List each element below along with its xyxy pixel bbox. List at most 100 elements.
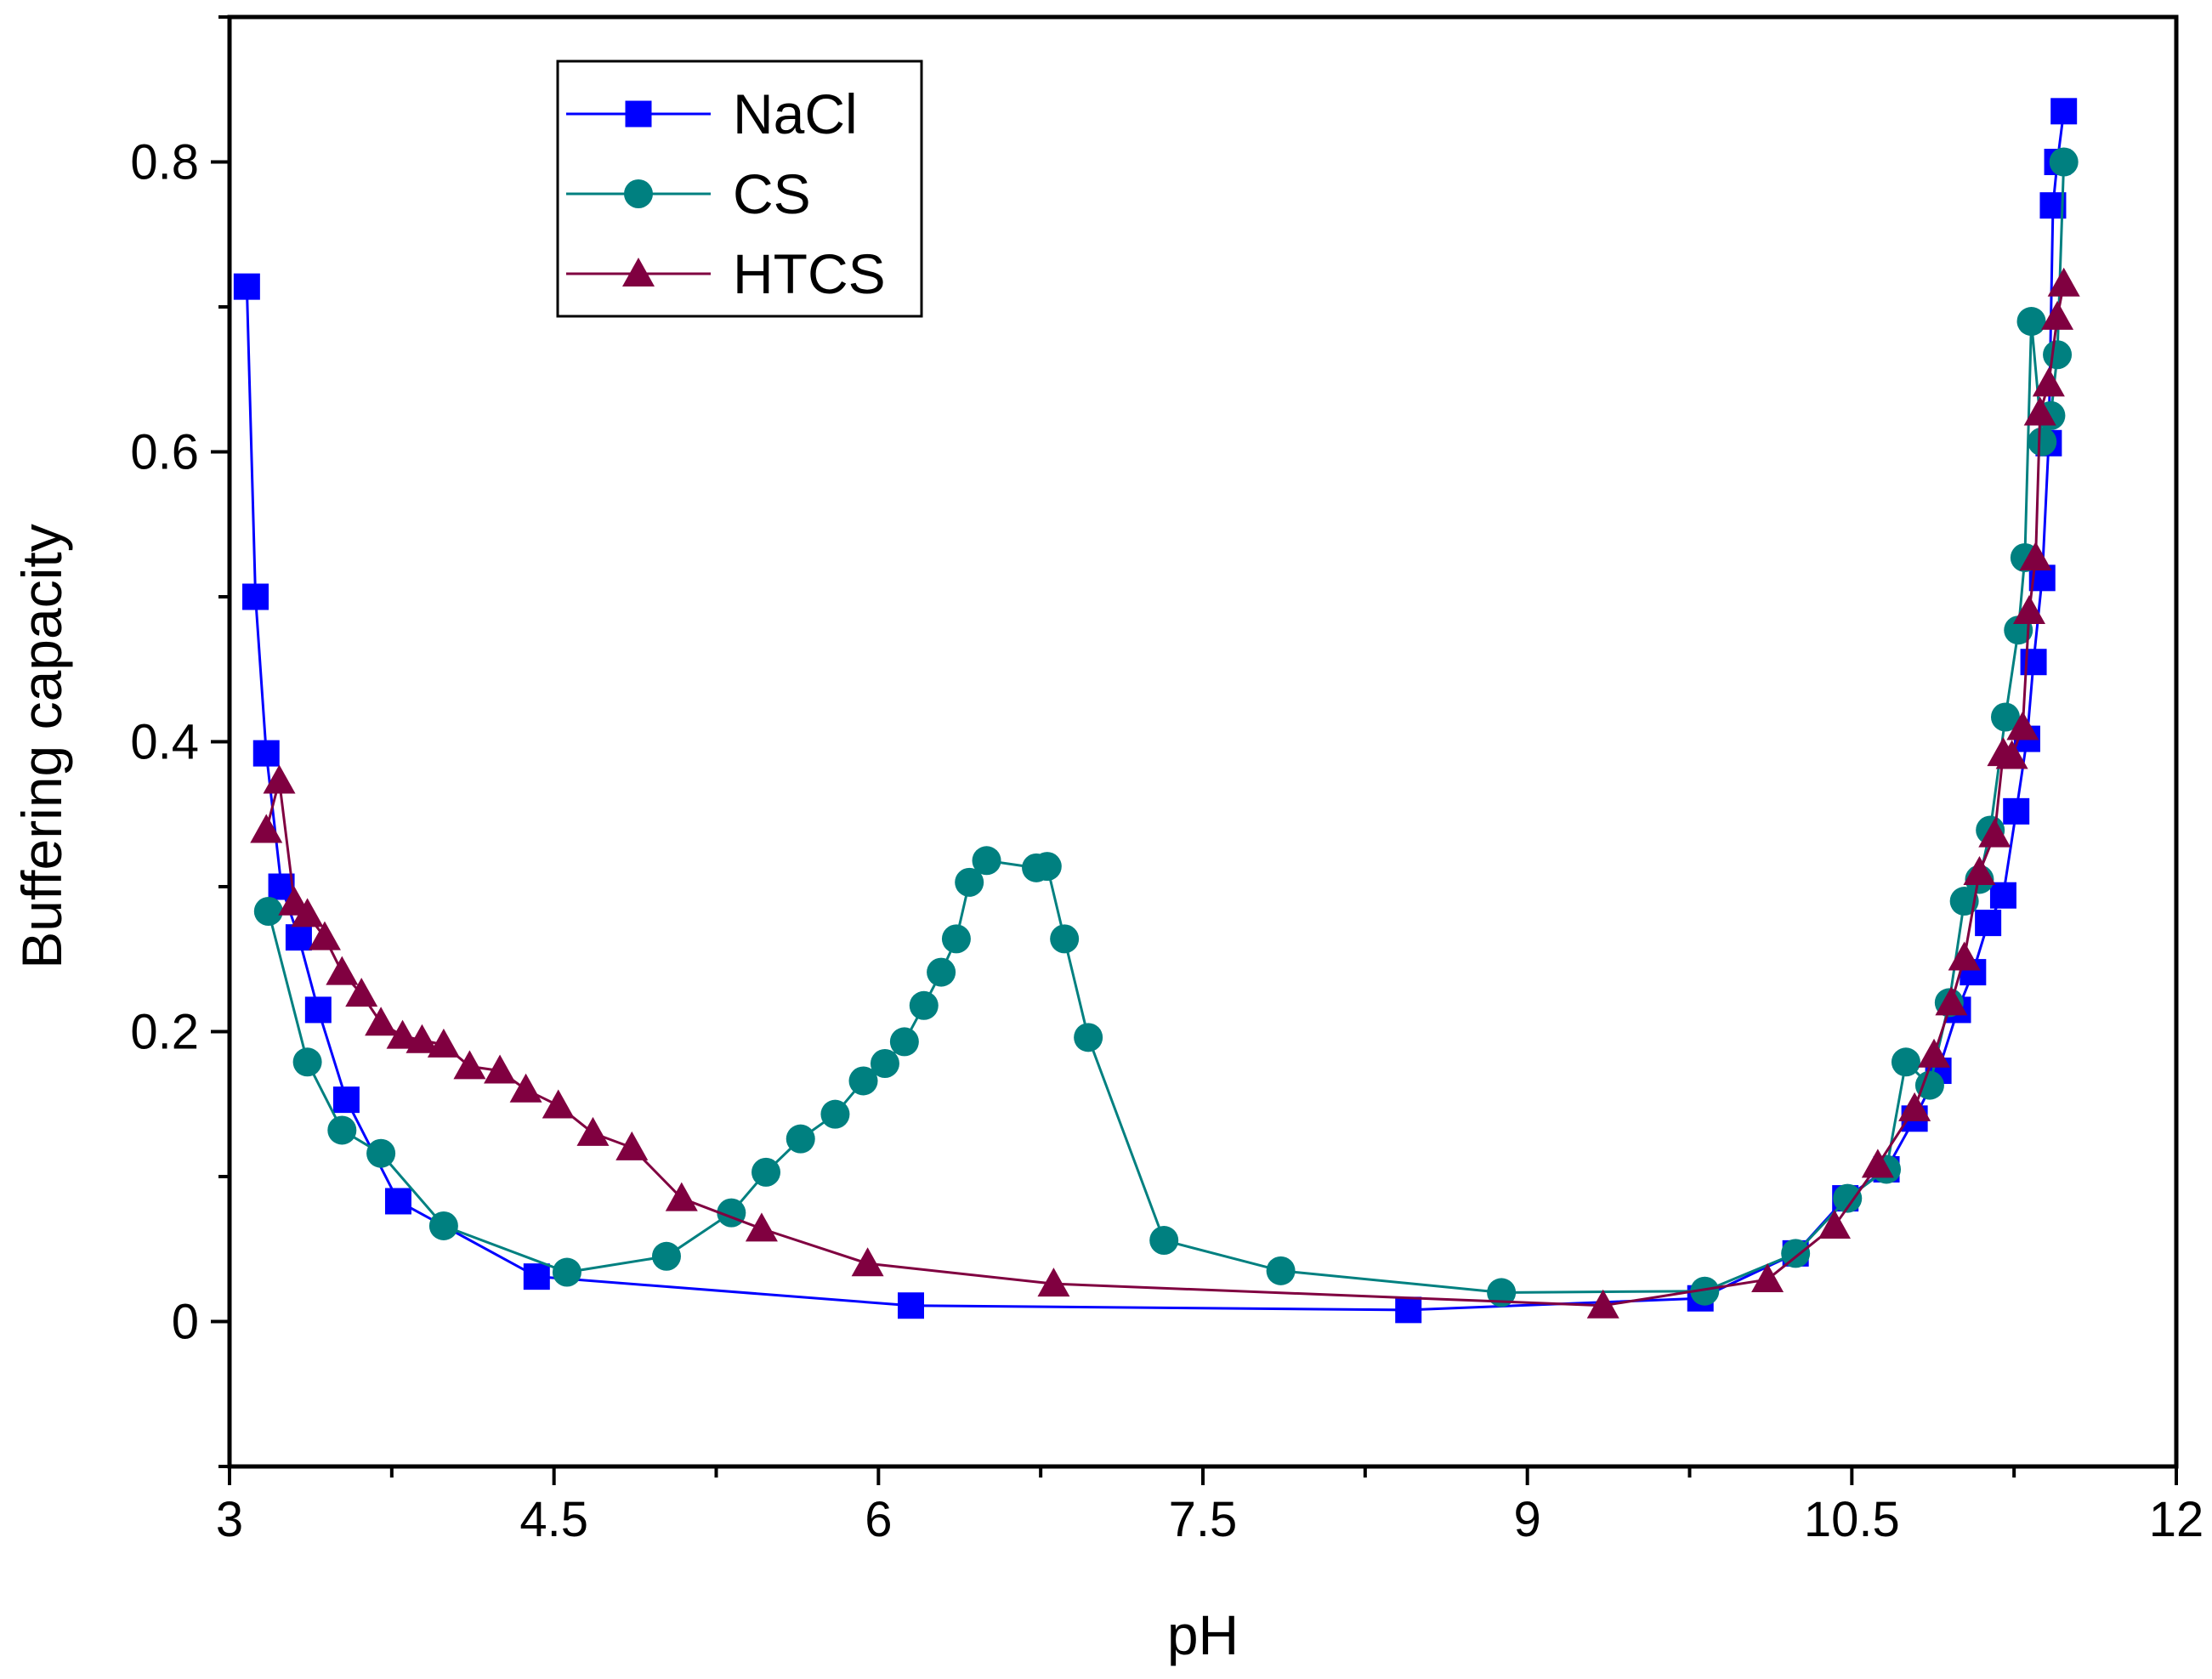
data-point-htcs [2023, 396, 2056, 426]
data-point-htcs [1918, 1038, 1951, 1068]
data-point-cs [292, 1047, 322, 1077]
data-point-nacl [898, 1292, 924, 1319]
data-point-nacl [384, 1188, 411, 1215]
data-point-cs [253, 896, 283, 926]
data-point-htcs [250, 814, 283, 843]
data-point-cs [651, 1241, 681, 1271]
data-point-htcs [1818, 1209, 1851, 1239]
series-layer [233, 98, 2080, 1324]
series-cs [253, 147, 2079, 1307]
data-point-htcs [1861, 1149, 1894, 1178]
data-point-cs [1990, 702, 2020, 732]
data-point-htcs [427, 1028, 460, 1058]
data-point-cs [2049, 147, 2079, 177]
data-point-htcs [484, 1054, 517, 1084]
data-point-htcs [1898, 1092, 1931, 1121]
data-point-htcs [542, 1089, 575, 1119]
legend: NaCl CS HTCS [556, 60, 923, 318]
data-point-nacl [242, 583, 269, 610]
y-tick-label: 0.6 [130, 425, 199, 480]
data-point-cs [927, 957, 956, 987]
data-point-htcs [745, 1212, 778, 1242]
data-point-cs [552, 1257, 581, 1287]
data-point-htcs [406, 1024, 439, 1053]
data-point-nacl [252, 740, 280, 767]
data-point-htcs [1751, 1263, 1784, 1293]
data-point-nacl [523, 1263, 550, 1290]
data-point-htcs [453, 1050, 486, 1080]
data-point-cs [848, 1066, 878, 1096]
data-point-cs [889, 1027, 919, 1057]
legend-swatch-marker [622, 258, 655, 286]
legend-item-htcs: HTCS [566, 242, 886, 305]
data-point-cs [870, 1049, 899, 1079]
x-tick-label: 12 [2149, 1492, 2204, 1547]
data-point-htcs [2041, 300, 2074, 330]
data-point-cs [752, 1157, 781, 1187]
data-point-cs [2043, 340, 2073, 370]
x-axis-title: pH [1167, 1603, 1239, 1666]
data-point-cs [1914, 1070, 1944, 1100]
data-point-nacl [332, 1086, 360, 1114]
data-point-htcs [1935, 986, 1968, 1016]
data-point-cs [366, 1138, 396, 1168]
data-point-cs [327, 1115, 357, 1145]
data-point-cs [2028, 427, 2057, 457]
data-point-cs [909, 990, 939, 1020]
plot-frame [227, 14, 2179, 1469]
y-tick-label: 0.8 [130, 135, 199, 190]
data-point-htcs [1586, 1289, 1619, 1319]
data-point-cs [941, 924, 971, 954]
data-point-cs [955, 867, 984, 897]
data-point-cs [428, 1211, 458, 1240]
data-point-nacl [1989, 882, 2016, 909]
legend-label: HTCS [733, 242, 886, 305]
series-nacl [233, 98, 2078, 1324]
plot-area [233, 98, 2080, 1324]
legend-swatch-marker [624, 179, 653, 208]
data-point-htcs [365, 1007, 398, 1036]
x-axis: 3 4.5 6 7.5 9 10.5 12 [216, 1466, 2203, 1547]
data-point-htcs [1995, 740, 2028, 769]
data-point-cs [1050, 924, 1080, 954]
data-point-cs [1074, 1023, 1103, 1052]
y-tick-label: 0.2 [130, 1005, 199, 1060]
data-point-nacl [285, 924, 312, 951]
series-line-cs [267, 162, 2066, 1294]
y-tick-label: 0.4 [130, 715, 199, 770]
data-point-cs [1149, 1226, 1179, 1256]
data-point-htcs [615, 1131, 649, 1160]
data-point-cs [820, 1099, 850, 1129]
series-line-nacl [245, 111, 2066, 1312]
data-point-nacl [2020, 649, 2047, 676]
data-point-cs [1032, 852, 1062, 882]
legend-item-nacl: NaCl [566, 82, 858, 145]
data-point-htcs [2047, 267, 2080, 297]
x-tick-label: 4.5 [519, 1492, 588, 1547]
legend-items: NaCl CS HTCS [566, 82, 886, 305]
legend-item-cs: CS [566, 162, 811, 225]
x-tick-label: 3 [216, 1492, 243, 1547]
data-point-htcs [509, 1073, 542, 1103]
y-axis: 0 0.2 0.4 0.6 0.8 [130, 15, 230, 1468]
data-point-htcs [2019, 541, 2052, 570]
data-point-htcs [1978, 818, 2011, 848]
series-htcs [250, 267, 2080, 1319]
data-point-htcs [1963, 855, 1996, 885]
data-point-nacl [233, 273, 260, 300]
legend-label: CS [733, 162, 811, 225]
data-point-htcs [2032, 367, 2065, 397]
x-tick-label: 10.5 [1804, 1492, 1900, 1547]
data-point-htcs [851, 1247, 884, 1277]
data-point-cs [1833, 1183, 1863, 1213]
data-point-htcs [2012, 595, 2045, 625]
data-point-cs [1891, 1047, 1920, 1077]
data-point-nacl [1395, 1296, 1422, 1324]
x-tick-label: 6 [865, 1492, 892, 1547]
data-point-nacl [1975, 910, 2002, 937]
data-point-nacl [2003, 797, 2030, 825]
x-tick-label: 7.5 [1169, 1492, 1238, 1547]
legend-label: NaCl [733, 82, 858, 145]
data-point-cs [1781, 1239, 1811, 1268]
